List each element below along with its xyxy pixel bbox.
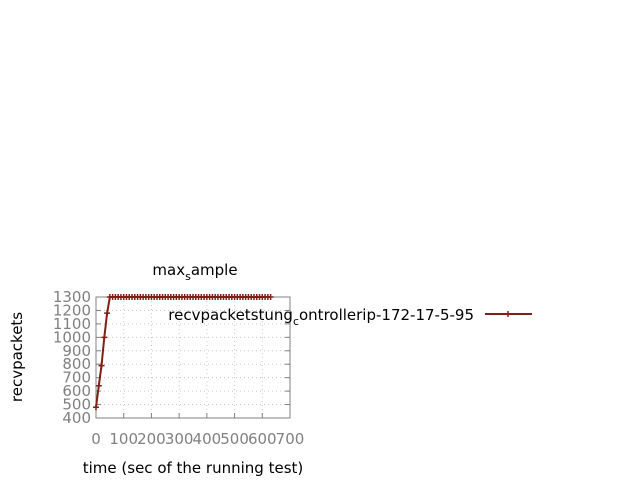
series xyxy=(93,294,274,411)
y-tick-label: 1300 xyxy=(53,288,91,306)
chart-title-subscript: s xyxy=(185,270,191,283)
x-tick-label: 500 xyxy=(220,430,249,448)
legend-swatch-marker xyxy=(505,311,511,317)
x-tick-label: 300 xyxy=(165,430,194,448)
y-tick-label: 1000 xyxy=(53,328,91,346)
legend-label-subscript: c xyxy=(293,315,299,328)
y-axis-label: recvpackets xyxy=(8,312,26,402)
y-tick-label: 800 xyxy=(62,355,91,373)
legend-swatch xyxy=(485,311,532,317)
y-tick-label: 1100 xyxy=(53,315,91,333)
x-tick-label: 100 xyxy=(109,430,138,448)
grid xyxy=(95,296,291,419)
chart-title-main: max xyxy=(152,261,185,279)
data-point xyxy=(98,362,105,369)
x-tick-label: 600 xyxy=(248,430,277,448)
x-tick-label: 400 xyxy=(193,430,222,448)
legend: recvpacketstungcontrollerip-172-17-5-95 xyxy=(168,306,532,328)
legend-label: recvpacketstungcontrollerip-172-17-5-95 xyxy=(168,306,474,328)
data-point xyxy=(101,334,108,341)
legend-label-part-1: recvpacketstung xyxy=(168,306,293,324)
legend-label-part-3: ontrollerip-172-17-5-95 xyxy=(299,306,474,324)
data-point xyxy=(104,310,111,317)
data-point xyxy=(93,404,99,411)
data-point xyxy=(95,382,102,389)
chart-title: maxsample xyxy=(152,261,237,283)
y-tick-label: 900 xyxy=(62,342,91,360)
chart-title-rest: ample xyxy=(191,261,238,279)
y-tick-label: 500 xyxy=(62,396,91,414)
x-tick-label: 200 xyxy=(137,430,166,448)
data-point xyxy=(267,294,274,300)
y-tick-label: 1200 xyxy=(53,301,91,319)
x-tick-label: 0 xyxy=(91,430,101,448)
x-tick-label: 700 xyxy=(276,430,305,448)
y-tick-label: 600 xyxy=(62,382,91,400)
y-tick-label: 700 xyxy=(62,369,91,387)
x-axis-label: time (sec of the running test) xyxy=(83,459,304,477)
y-tick-label: 400 xyxy=(62,409,91,427)
